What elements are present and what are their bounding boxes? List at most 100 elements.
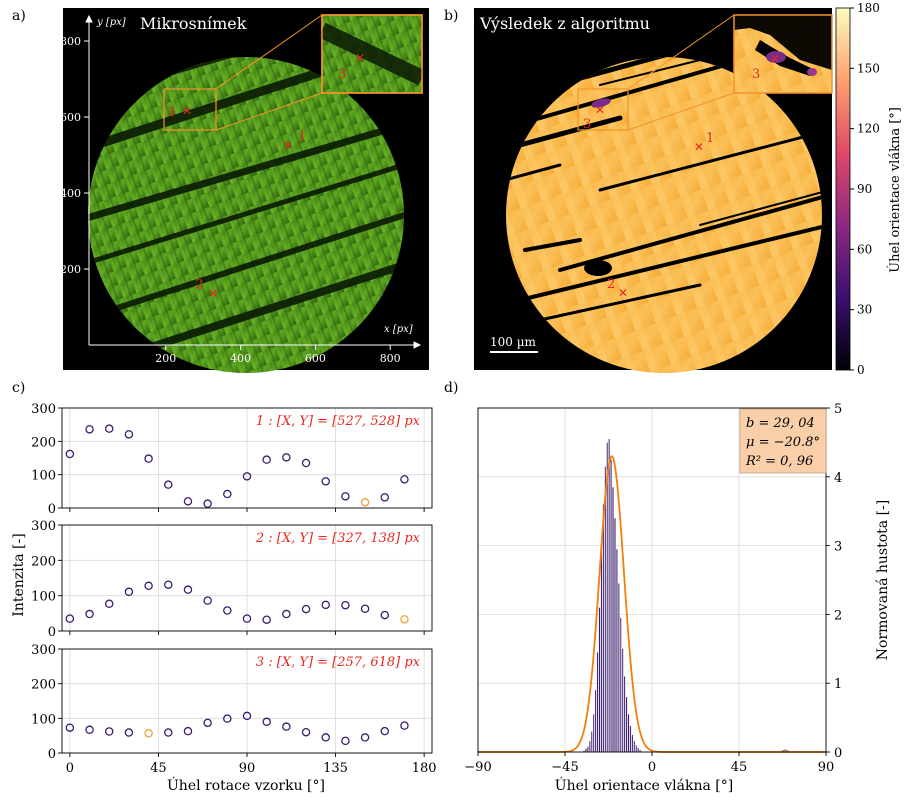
result-selection-box xyxy=(577,88,629,131)
micrograph-xtick-label: 600 xyxy=(305,352,326,365)
intensity-plots: 0 100 200 300 1 : [X, Y] = [527, 528] px 0 100… xyxy=(31,402,436,776)
colorbar-tick-label: 60 xyxy=(857,242,872,256)
panel-b-letter: b) xyxy=(444,8,458,24)
result-inset-label: 3 xyxy=(752,67,760,82)
intensity-point xyxy=(164,728,173,737)
histogram-bar xyxy=(608,438,610,753)
result-title: Výsledek z algoritmu xyxy=(479,14,650,33)
intensity-point xyxy=(124,728,134,737)
intensity-point xyxy=(223,606,232,615)
panel-a: a) 200 400 600 800 200 400 600 800 y [px] x [px… xyxy=(12,8,429,373)
micrograph-point-marker: ✕ xyxy=(208,287,218,301)
colorbar xyxy=(835,7,851,371)
intensity-ytick-label: 0 xyxy=(48,502,56,517)
histogram-bar xyxy=(594,689,597,753)
intensity-ytick-label: 200 xyxy=(31,678,56,693)
fit-box-line1: b = 29, 04 xyxy=(746,416,815,431)
histogram-ytick-label: 2 xyxy=(834,608,842,623)
histogram-bar xyxy=(629,725,632,753)
intensity-point xyxy=(262,455,271,464)
intensity-xtick-label: 180 xyxy=(412,761,437,776)
intensity-annotation: 1 : [X, Y] = [527, 528] px xyxy=(256,414,421,429)
intensity-ytick-label: 200 xyxy=(31,435,56,450)
histogram-bar xyxy=(585,748,587,753)
intensity-point xyxy=(341,600,350,610)
histogram-bar xyxy=(610,459,612,753)
histogram-bar xyxy=(587,746,589,753)
intensity-point xyxy=(380,610,390,620)
histogram-bar xyxy=(633,740,636,753)
micrograph-points: ✕ 1 ✕ 2 ✕ 3 xyxy=(167,104,306,300)
histogram-ytick-label: 4 xyxy=(834,471,842,486)
intensity-point xyxy=(124,587,134,597)
colorbar-tick-label: 120 xyxy=(857,122,880,136)
fit-parameter-box: b = 29, 04 μ = −20.8° R² = 0, 96 xyxy=(739,408,827,474)
inset-selection-box xyxy=(163,88,217,131)
histogram-xtick-label: 45 xyxy=(731,760,748,775)
histogram-ytick-label: 3 xyxy=(834,540,842,555)
intensity-point xyxy=(360,498,370,507)
intensity-ylabel: Intenzita [-] xyxy=(11,533,27,616)
fit-box-line2: μ = −20.8° xyxy=(746,435,820,450)
result-map-image xyxy=(506,57,822,373)
histogram-xtick-label: 0 xyxy=(648,760,656,775)
intensity-point xyxy=(301,727,311,737)
intensity-point xyxy=(400,475,409,484)
fit-box-line3: R² = 0, 96 xyxy=(745,454,813,469)
intensity-point xyxy=(242,472,252,481)
panel-b: b) xyxy=(444,1,903,377)
intensity-point xyxy=(183,497,193,506)
micrograph-ytick-label: 400 xyxy=(60,187,81,200)
histogram-bar xyxy=(618,583,620,753)
result-point-2-marker: ✕ xyxy=(618,286,628,300)
intensity-point xyxy=(282,609,291,619)
histogram-bar xyxy=(631,734,634,753)
histogram-bar xyxy=(592,714,595,753)
histogram-ytick-label: 1 xyxy=(834,677,842,692)
micrograph-point-label: 2 xyxy=(195,278,203,293)
histogram-bar xyxy=(625,696,628,753)
intensity-point xyxy=(104,424,114,433)
intensity-point xyxy=(242,614,252,623)
result-inset-marker: ✕ xyxy=(770,52,780,66)
result-connector-top xyxy=(627,14,735,90)
micrograph-axes xyxy=(85,14,422,349)
micrograph-point-marker: ✕ xyxy=(182,104,192,118)
micrograph-ytick-label: 600 xyxy=(60,111,81,124)
intensity-point xyxy=(321,733,330,742)
histogram-bar xyxy=(616,548,618,753)
histogram-bar xyxy=(614,517,616,753)
histogram-xtick-label: 90 xyxy=(818,760,835,775)
colorbar-ticks: 0 30 60 90 120 150 180 xyxy=(850,1,880,377)
histogram-bar xyxy=(602,504,605,753)
colorbar-label: Úhel orientace vlákna [°] xyxy=(886,107,903,273)
inset-connector-top xyxy=(215,14,323,90)
histogram-bar xyxy=(600,552,603,753)
micrograph-point-label: 1 xyxy=(298,129,306,144)
intensity-ytick-label: 0 xyxy=(48,747,56,762)
intensity-ytick-label: 300 xyxy=(31,402,56,417)
histogram-xlabel: Úhel orientace vlákna [°] xyxy=(555,776,733,794)
result-points: 1 ✕ 2 ✕ 3 ✕ xyxy=(583,103,714,300)
intensity-point xyxy=(242,711,252,721)
intensity-point xyxy=(380,726,390,736)
intensity-point xyxy=(65,723,75,732)
micrograph-inset-label: 3 xyxy=(338,67,346,82)
histogram-bar xyxy=(612,486,614,753)
histogram-bar xyxy=(598,607,601,753)
panel-c-letter: c) xyxy=(12,380,25,396)
intensity-point xyxy=(85,609,94,619)
intensity-xtick-label: 45 xyxy=(150,761,167,776)
intensity-point xyxy=(65,449,75,459)
micrograph-inset-marker: ✕ xyxy=(355,51,365,65)
intensity-point xyxy=(341,736,350,746)
intensity-point xyxy=(223,489,232,499)
histogram-xtick-label: −45 xyxy=(551,760,578,775)
histogram-bar xyxy=(596,652,599,753)
intensity-point xyxy=(360,604,370,613)
micrograph-xtick-label: 200 xyxy=(155,352,176,365)
intensity-point xyxy=(164,480,173,489)
